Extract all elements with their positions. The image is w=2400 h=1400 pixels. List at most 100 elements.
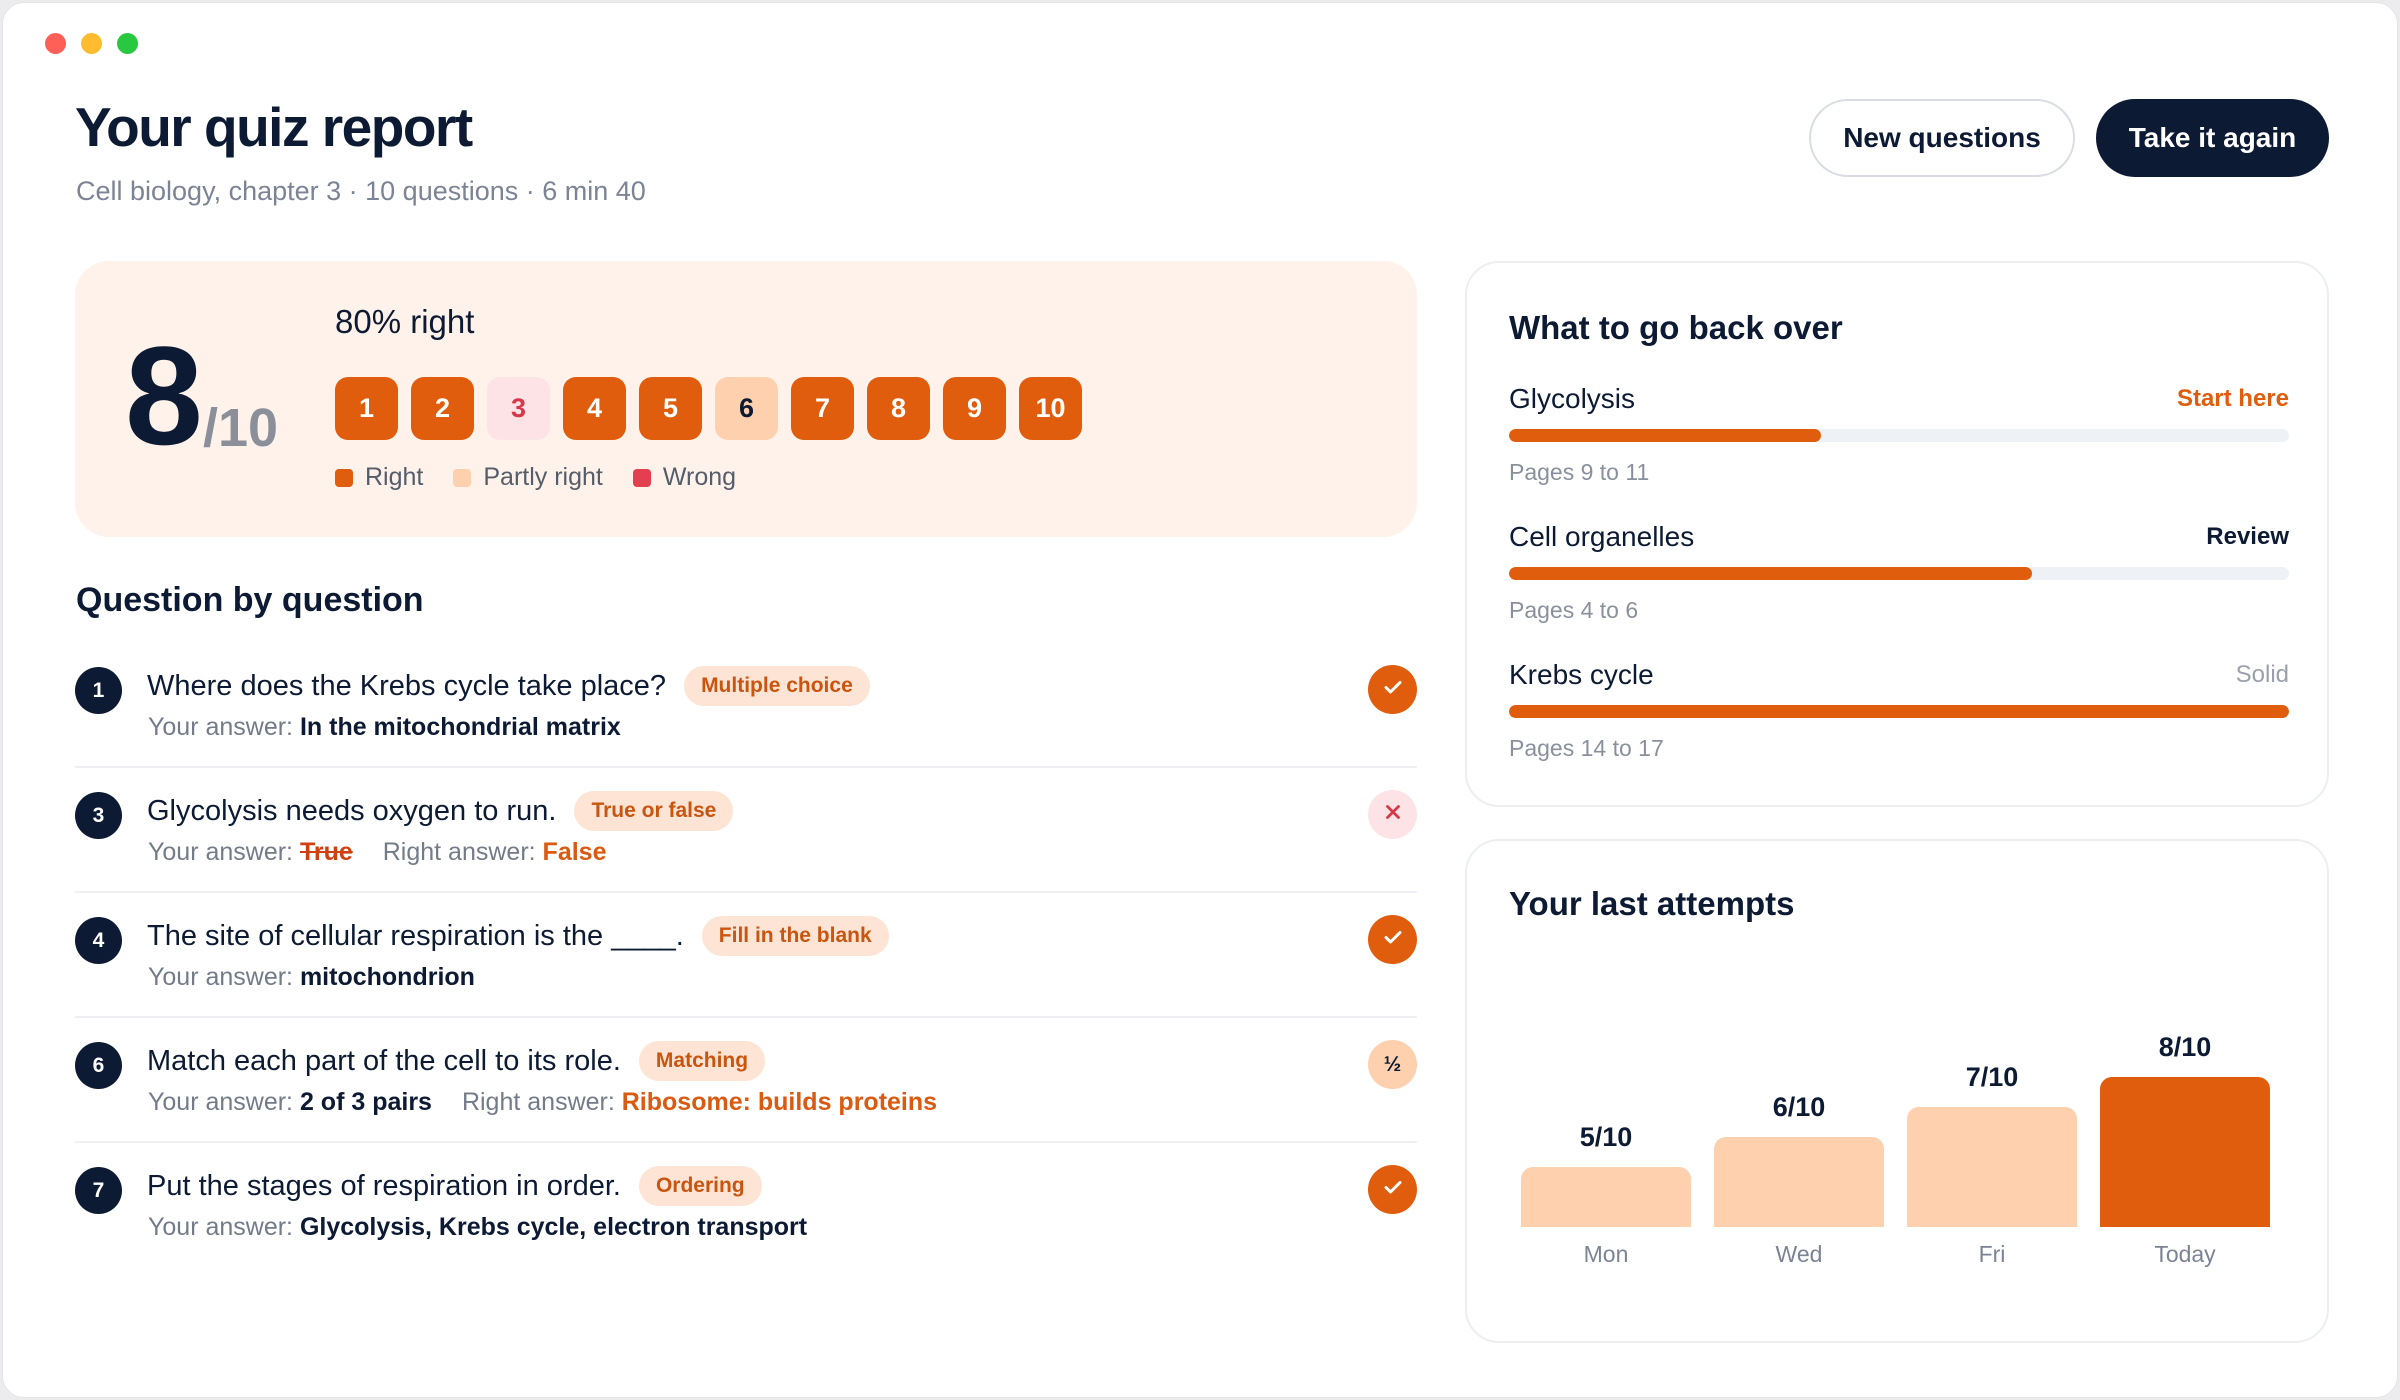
question-text-line: Glycolysis needs oxygen to run. True or f… — [147, 791, 734, 831]
topic-name: Krebs cycle — [1509, 659, 1654, 690]
question-answer-line: Your answer: 2 of 3 pairs Right answer: R… — [148, 1088, 937, 1117]
score-value: 8 — [125, 317, 203, 474]
check-icon — [1381, 1175, 1405, 1204]
question-chip-8[interactable]: 8 — [867, 377, 930, 440]
question-chip-9[interactable]: 9 — [943, 377, 1006, 440]
topic-pages: Pages 4 to 6 — [1509, 597, 1639, 623]
legend-wrong: Wrong — [632, 463, 737, 492]
right-answer-label: Right answer: — [382, 838, 543, 866]
legend-label-right: Right — [365, 463, 424, 491]
question-chip-6[interactable]: 6 — [715, 377, 778, 440]
question-type-tag: Multiple choice — [684, 666, 870, 706]
topic-status[interactable]: Review — [2206, 523, 2289, 550]
question-text: Match each part of the cell to its role. — [147, 1044, 621, 1077]
topic-name: Glycolysis — [1509, 383, 1636, 414]
review-title: What to go back over — [1509, 309, 1843, 346]
topic-progress-fill — [1509, 429, 1821, 442]
question-answer-line: Your answer: True Right answer: False — [148, 838, 606, 867]
legend-partial: Partly right — [453, 463, 603, 492]
score-denominator: /10 — [203, 398, 279, 458]
question-list: 1 Where does the Krebs cycle take place? M… — [75, 643, 1417, 1268]
topic-status[interactable]: Start here — [2176, 385, 2289, 412]
question-answer-line: Your answer: mitochondrion — [148, 963, 475, 992]
question-number: 3 — [75, 792, 122, 839]
question-section-title: Question by question — [76, 581, 424, 619]
question-type-tag: True or false — [574, 791, 734, 831]
question-chip-5[interactable]: 5 — [639, 377, 702, 440]
question-chip-4[interactable]: 4 — [563, 377, 626, 440]
your-answer-value: Glycolysis, Krebs cycle, electron transp… — [299, 1213, 808, 1241]
question-type-tag: Ordering — [638, 1166, 762, 1206]
review-topic[interactable]: Krebs cycle Solid Pages 14 to 17 — [1509, 659, 2289, 769]
status-wrong — [1368, 790, 1417, 839]
status-correct — [1368, 915, 1417, 964]
bar-category-label: Fri — [1978, 1241, 2006, 1267]
question-text: Glycolysis needs oxygen to run. — [147, 794, 557, 827]
topic-progress-fill — [1509, 567, 2032, 580]
question-type-tag: Fill in the blank — [701, 916, 889, 956]
question-row[interactable]: 7 Put the stages of respiration in order.… — [75, 1143, 1417, 1268]
legend-swatch-right — [335, 468, 353, 487]
right-answer-value: Ribosome: builds proteins — [621, 1088, 938, 1116]
bar-value-label: 5/10 — [1579, 1122, 1633, 1152]
new-questions-button[interactable]: New questions — [1809, 99, 2075, 177]
attempt-bar[interactable] — [1714, 1137, 1884, 1227]
legend-right: Right — [335, 463, 423, 492]
question-chip-7[interactable]: 7 — [791, 377, 854, 440]
attempt-bar[interactable] — [2100, 1077, 2270, 1227]
your-answer-value: mitochondrion — [299, 963, 475, 991]
your-answer-value: 2 of 3 pairs — [299, 1088, 432, 1116]
window-controls — [45, 33, 138, 54]
bar-column: 8/10 — [2100, 1032, 2270, 1227]
topic-name: Cell organelles — [1509, 521, 1695, 552]
attempt-bar[interactable] — [1907, 1107, 2077, 1227]
question-text: The site of cellular respiration is the … — [147, 919, 684, 952]
question-number: 7 — [75, 1167, 122, 1214]
question-answer-line: Your answer: In the mitochondrial matrix — [148, 713, 621, 742]
question-text: Put the stages of respiration in order. — [147, 1169, 621, 1202]
topic-status[interactable]: Solid — [2235, 661, 2289, 688]
question-row[interactable]: 1 Where does the Krebs cycle take place? M… — [75, 643, 1417, 768]
maximize-window-button[interactable] — [117, 33, 138, 54]
minimize-window-button[interactable] — [81, 33, 102, 54]
question-chip-3[interactable]: 3 — [487, 377, 550, 440]
topic-progress-fill — [1509, 705, 2289, 718]
bar-column: 5/10 — [1521, 1122, 1691, 1227]
question-row[interactable]: 3 Glycolysis needs oxygen to run. True or … — [75, 768, 1417, 893]
legend-swatch-partial — [453, 468, 472, 487]
question-row[interactable]: 6 Match each part of the cell to its role… — [75, 1018, 1417, 1143]
question-text-line: The site of cellular respiration is the … — [147, 916, 889, 956]
attempt-bar[interactable] — [1521, 1167, 1691, 1227]
your-answer-value: True — [299, 838, 353, 866]
bar-column: 7/10 — [1907, 1062, 2077, 1227]
bar-category-label: Mon — [1583, 1241, 1629, 1267]
bar-value-label: 6/10 — [1772, 1092, 1826, 1122]
review-topic[interactable]: Glycolysis Start here Pages 9 to 11 — [1509, 383, 2289, 493]
topic-progress-track — [1509, 705, 2289, 718]
bar-column: 6/10 — [1714, 1092, 1884, 1227]
attempts-card: Your last attempts 5/10 Mon 6/10 Wed 7/10 Fri… — [1465, 839, 2329, 1343]
your-answer-label: Your answer: — [148, 963, 300, 991]
your-answer-label: Your answer: — [148, 838, 300, 866]
attempts-chart: 5/10 Mon 6/10 Wed 7/10 Fri 8/10 Today — [1521, 955, 2273, 1267]
take-again-button[interactable]: Take it again — [2096, 99, 2329, 177]
legend-label-partial: Partly right — [483, 463, 603, 491]
your-answer-label: Your answer: — [148, 1088, 300, 1116]
question-number: 4 — [75, 917, 122, 964]
topic-progress-track — [1509, 567, 2289, 580]
question-result-chips: 1 2 3 4 5 6 7 8 9 10 — [335, 377, 1082, 440]
question-row[interactable]: 4 The site of cellular respiration is the… — [75, 893, 1417, 1018]
question-text-line: Put the stages of respiration in order. O… — [147, 1166, 762, 1206]
page-title: Your quiz report — [75, 96, 473, 158]
score-percent: 80% right — [335, 303, 475, 340]
close-icon — [1382, 801, 1404, 828]
attempts-title: Your last attempts — [1509, 885, 1795, 922]
legend-label-wrong: Wrong — [662, 463, 737, 491]
bar-value-label: 8/10 — [2158, 1032, 2212, 1062]
status-partial: ½ — [1368, 1040, 1417, 1089]
close-window-button[interactable] — [45, 33, 66, 54]
question-chip-10[interactable]: 10 — [1019, 377, 1082, 440]
question-chip-1[interactable]: 1 — [335, 377, 398, 440]
question-chip-2[interactable]: 2 — [411, 377, 474, 440]
review-topic[interactable]: Cell organelles Review Pages 4 to 6 — [1509, 521, 2289, 631]
